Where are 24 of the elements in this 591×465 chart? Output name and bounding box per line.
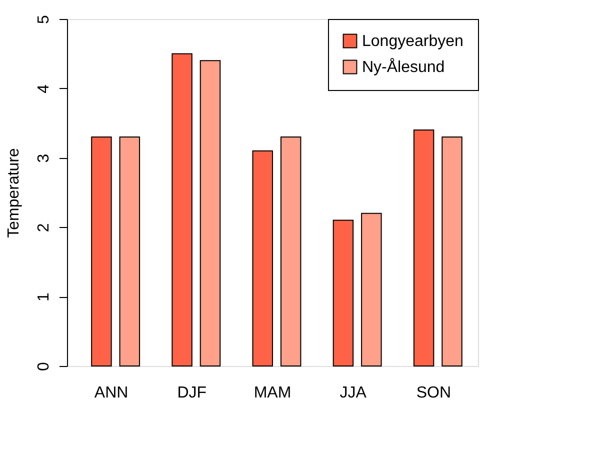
bar	[413, 130, 434, 366]
y-tick-label: 2	[36, 223, 52, 232]
x-tick-label: JJA	[340, 384, 367, 402]
bar	[172, 53, 192, 366]
bar	[280, 136, 302, 366]
y-axis-title: Temperature	[6, 148, 22, 238]
x-tick-label: ANN	[94, 384, 128, 402]
legend-label: Ny-Ålesund	[362, 58, 445, 76]
x-tick-label: DJF	[177, 384, 207, 402]
y-tick-label: 5	[36, 14, 52, 24]
bar	[119, 136, 140, 366]
legend-label: Longyearbyen	[362, 33, 464, 50]
bar	[332, 220, 354, 366]
x-tick-label: SON	[416, 384, 452, 402]
x-tick-label: MAM	[254, 384, 292, 402]
bar	[200, 60, 221, 366]
y-tick-label: 3	[36, 154, 52, 163]
y-tick-label: 4	[36, 84, 52, 94]
bar	[361, 212, 382, 366]
y-tick-label: 0	[36, 362, 52, 371]
bar	[252, 150, 273, 366]
bar	[442, 136, 462, 366]
bar	[91, 136, 112, 366]
y-tick-label: 1	[36, 292, 52, 302]
